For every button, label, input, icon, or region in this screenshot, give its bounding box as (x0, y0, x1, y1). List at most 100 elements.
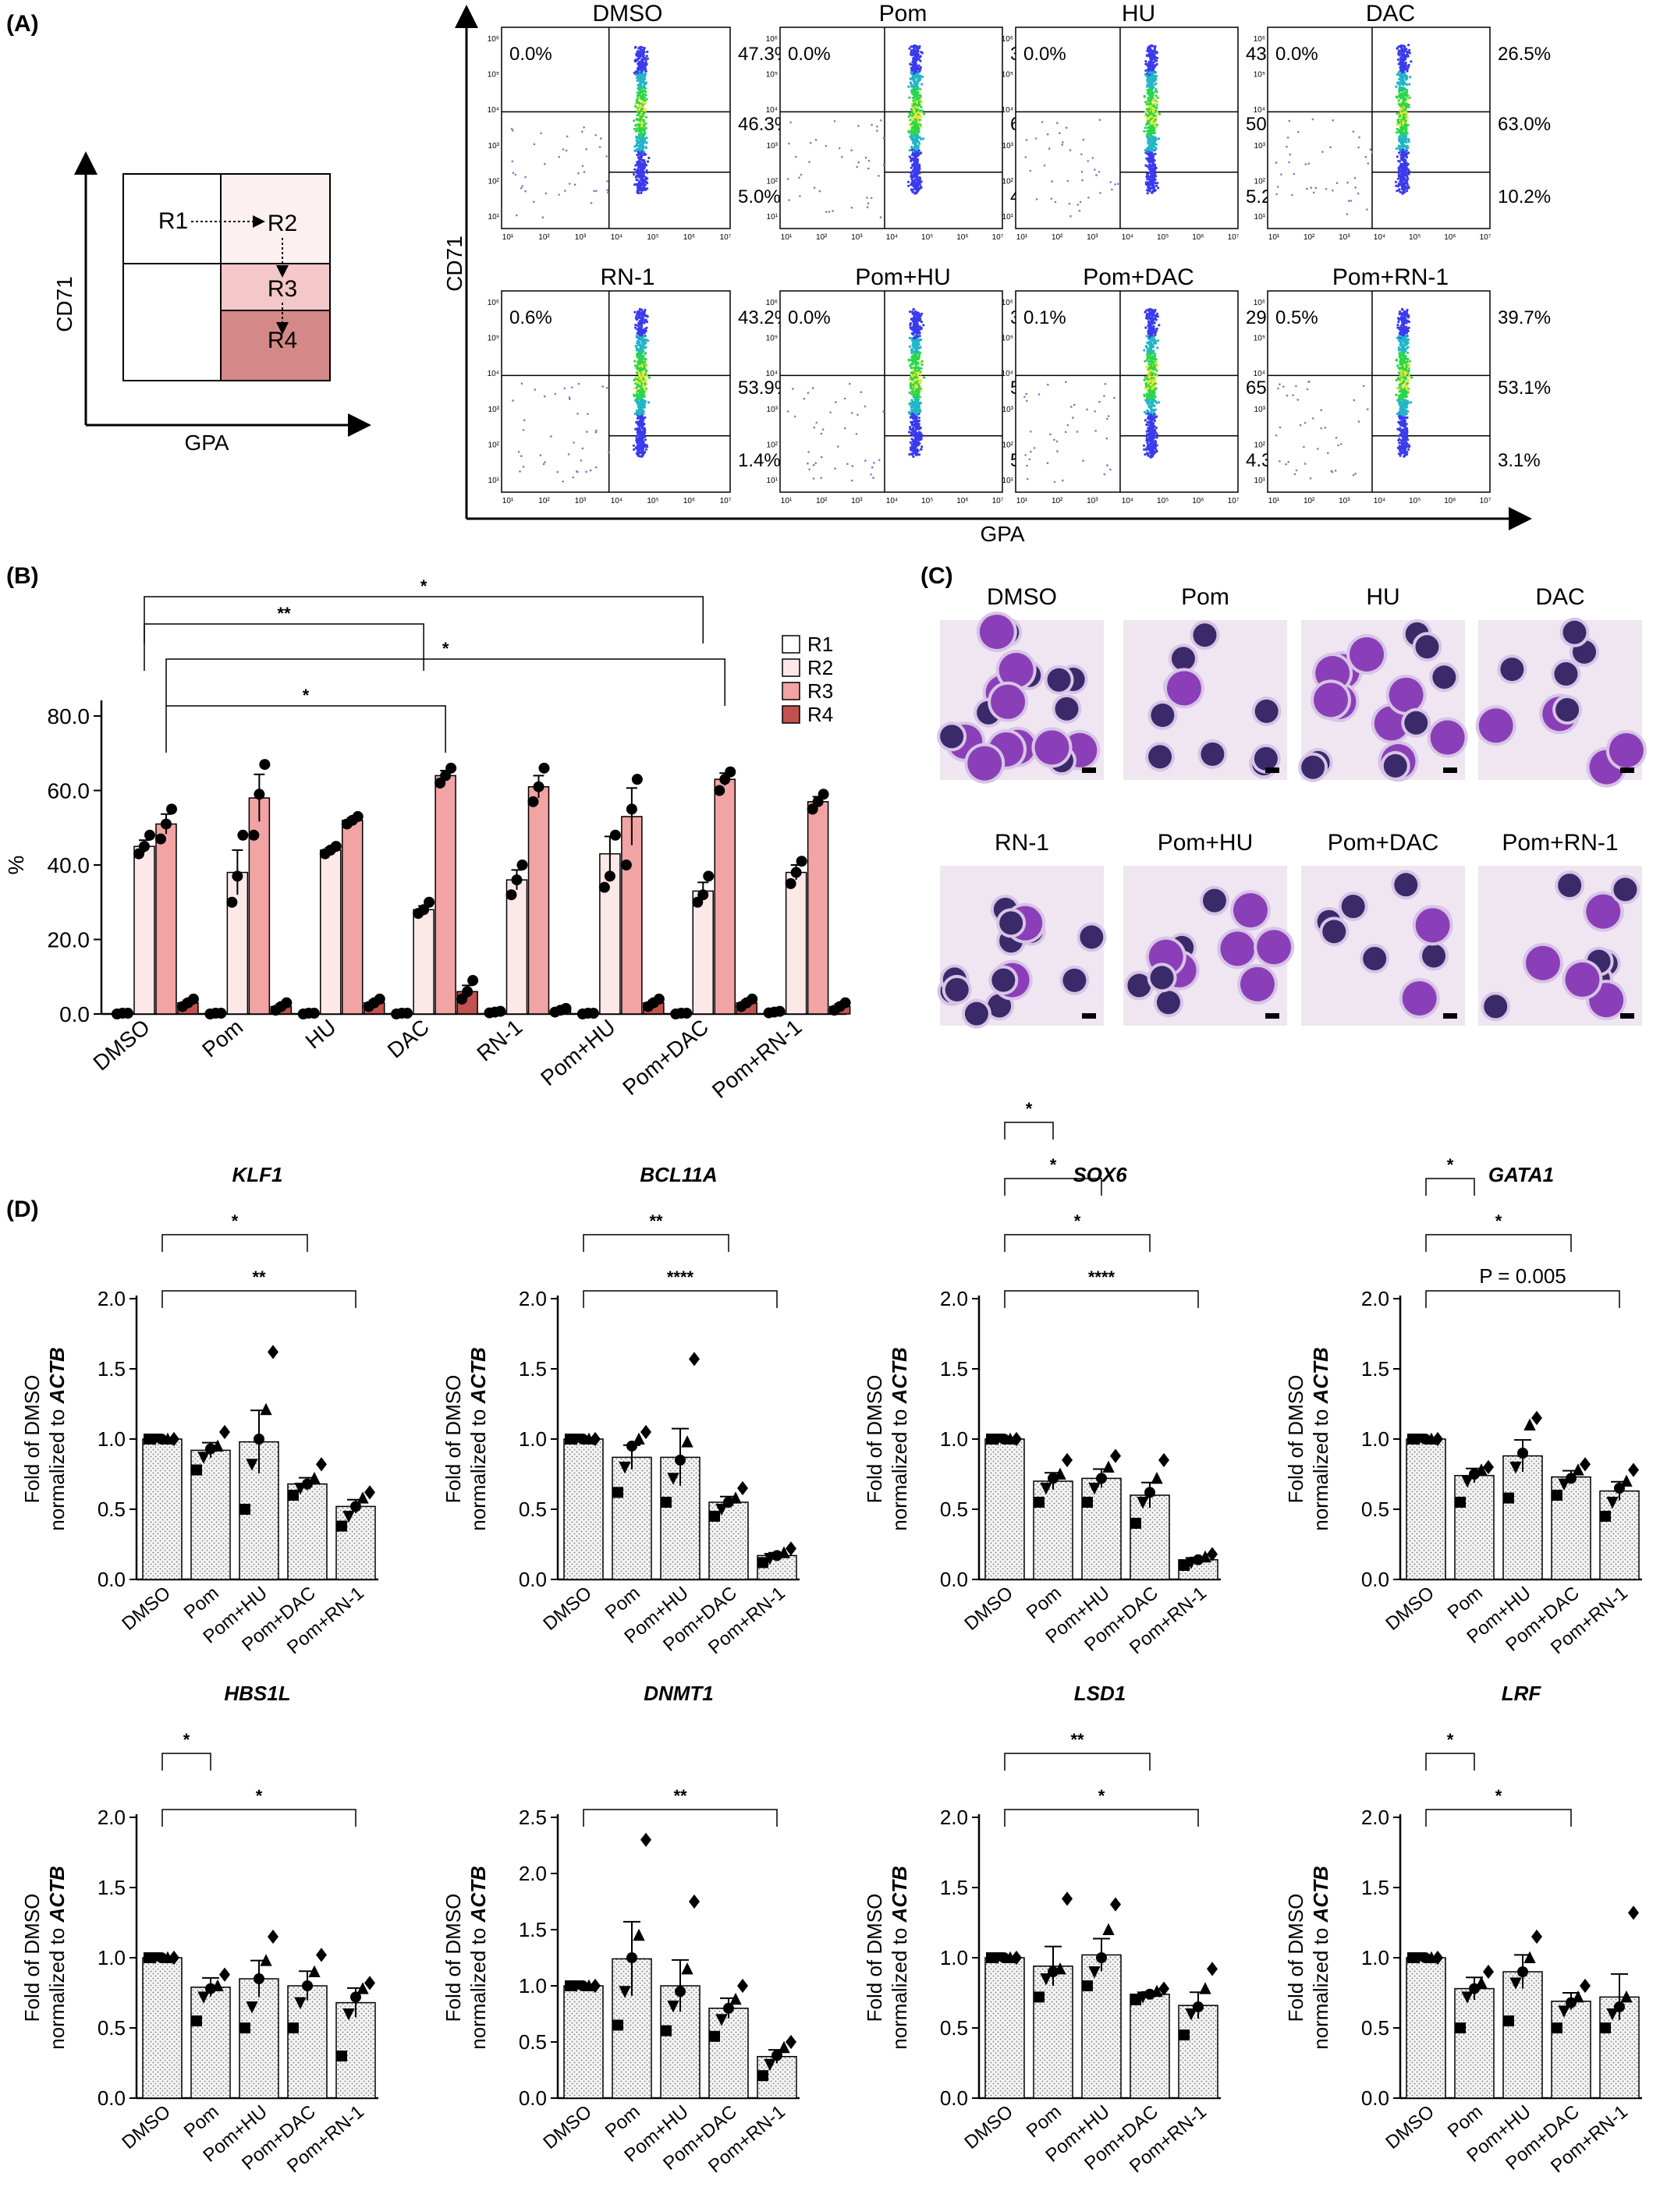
region-r3-box (221, 264, 330, 310)
flow-event-dot (534, 388, 537, 391)
region-r3-label: R3 (268, 276, 297, 302)
flow-event-dot (917, 142, 921, 145)
flow-event-dot (916, 106, 919, 109)
flow-event-dot (812, 463, 815, 466)
flow-plot-title: HU (1122, 1, 1155, 27)
flow-x-tick: 10⁷ (992, 497, 1004, 505)
flow-event-dot (788, 142, 790, 145)
flow-event-dot (920, 111, 923, 114)
flow-event-dot (914, 154, 917, 158)
flow-event-dot (635, 98, 638, 101)
flow-event-dot (1098, 119, 1101, 121)
flow-event-dot (635, 371, 638, 374)
flow-event-dot (910, 172, 913, 175)
flow-event-dot (1275, 161, 1278, 164)
flow-event-dot (909, 81, 912, 84)
flow-event-dot (1150, 135, 1153, 138)
flow-event-dot (1154, 136, 1157, 140)
flow-x-tick: 10⁵ (1157, 497, 1169, 505)
flow-event-dot (873, 462, 875, 464)
flow-event-dot (1155, 82, 1158, 85)
flow-event-dot (919, 55, 922, 58)
flow-event-dot (1403, 64, 1406, 67)
flow-event-dot (1405, 78, 1408, 81)
flow-event-dot (644, 69, 647, 73)
flow-event-dot (640, 78, 644, 81)
flow-event-dot (1395, 184, 1398, 187)
flow-y-tick: 10¹ (767, 213, 779, 222)
flow-event-dot (912, 103, 915, 107)
flow-event-dot (1403, 170, 1406, 173)
flow-event-dot (1398, 160, 1401, 163)
flow-event-dot (917, 49, 920, 52)
flow-event-dot (1354, 186, 1357, 189)
flow-event-dot (638, 102, 641, 105)
flow-y-tick: 10⁶ (488, 299, 499, 307)
flow-event-dot (589, 469, 592, 472)
flow-event-dot (918, 367, 921, 370)
flow-event-dot (633, 149, 637, 152)
flow-event-dot (915, 191, 919, 194)
flow-event-dot (1062, 141, 1064, 144)
flow-event-dot (912, 447, 915, 450)
flow-x-tick: 10² (538, 497, 550, 505)
flow-event-dot (1155, 115, 1158, 119)
flow-event-dot (808, 161, 810, 163)
flow-event-dot (917, 151, 920, 154)
flow-event-dot (878, 459, 881, 462)
flow-event-dot (565, 149, 568, 152)
flow-event-dot (919, 59, 922, 62)
flow-event-dot (909, 324, 912, 327)
flow-event-dot (641, 66, 644, 69)
flow-event-dot (644, 126, 647, 129)
flow-event-dot (911, 343, 914, 346)
flow-event-dot (811, 387, 814, 389)
flow-event-dot (521, 185, 523, 187)
flow-y-tick: 10⁵ (1002, 335, 1013, 343)
flow-event-dot (1151, 110, 1155, 113)
flow-event-dot (1146, 178, 1149, 181)
flow-event-dot (520, 455, 523, 457)
flow-event-dot (640, 151, 644, 154)
flow-event-dot (1151, 98, 1155, 101)
flow-event-dot (913, 381, 917, 385)
flow-event-dot (915, 349, 918, 353)
flow-event-dot (633, 310, 637, 314)
flow-x-tick: 10² (816, 233, 828, 242)
flow-event-dot (1109, 181, 1112, 183)
flow-event-dot (595, 190, 598, 193)
flow-event-dot (512, 172, 515, 174)
flow-event-dot (1402, 190, 1405, 193)
flow-y-tick: 10¹ (1002, 213, 1014, 222)
flow-event-dot (1151, 119, 1155, 122)
flow-x-tick: 10² (816, 497, 828, 505)
flow-event-dot (633, 102, 637, 105)
flow-y-tick: 10² (1002, 177, 1014, 186)
flow-event-dot (639, 129, 642, 133)
flow-event-dot (1395, 131, 1398, 134)
flow-event-dot (913, 375, 917, 378)
flow-event-dot (581, 447, 584, 450)
flow-event-dot (910, 122, 913, 126)
flow-event-dot (912, 80, 916, 83)
flow-event-dot (913, 315, 916, 319)
flow-event-dot (1146, 129, 1149, 133)
flow-event-dot (637, 326, 640, 329)
flow-event-dot (643, 357, 646, 360)
flow-event-dot (792, 388, 794, 390)
flow-event-dot (911, 339, 914, 342)
flow-y-tick: 10³ (767, 406, 779, 414)
flow-event-dot (814, 139, 818, 141)
flow-event-dot (1357, 146, 1360, 149)
flow-event-dot (640, 96, 643, 100)
flow-event-dot (914, 450, 917, 453)
flow-event-dot (1078, 210, 1081, 212)
flow-event-dot (640, 441, 644, 445)
flow-event-dot (1396, 177, 1399, 180)
flow-event-dot (600, 137, 602, 140)
flow-event-dot (841, 156, 843, 158)
flow-event-dot (576, 413, 579, 415)
flow-event-dot (1147, 126, 1151, 129)
panel-label-c: (C) (920, 563, 953, 589)
